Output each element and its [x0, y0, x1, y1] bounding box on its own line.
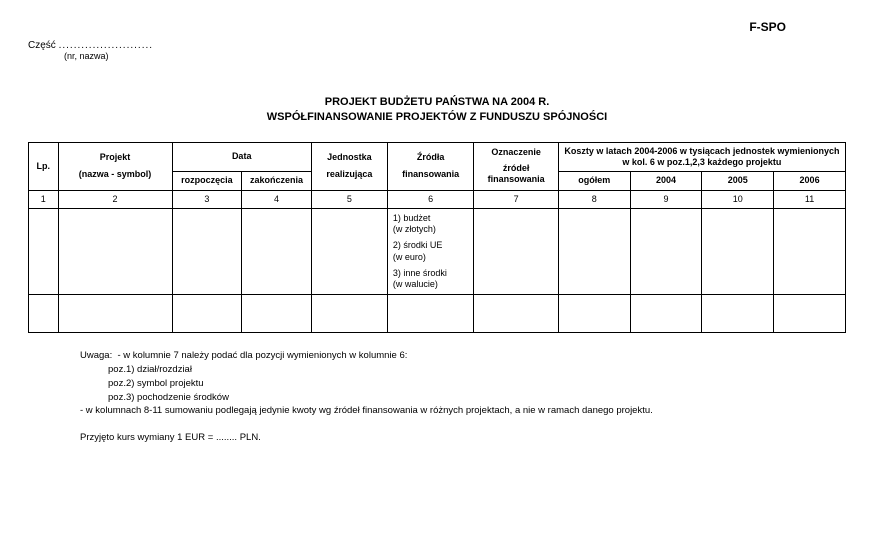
th-2006: 2006	[774, 172, 846, 190]
coln-8: 8	[558, 190, 630, 208]
cell-empty	[242, 208, 312, 295]
notes-sum: - w kolumnach 8-11 sumowaniu podlegają j…	[28, 404, 846, 418]
th-date-end: zakończenia	[242, 172, 312, 190]
part-label: Część	[28, 40, 56, 51]
th-project-label: Projekt	[63, 152, 168, 163]
th-total: ogółem	[558, 172, 630, 190]
title-line-1: PROJEKT BUDŻETU PAŃSTWA NA 2004 R.	[28, 95, 846, 110]
cell-empty	[29, 295, 59, 333]
cell-empty	[311, 208, 387, 295]
th-unit-sub: realizująca	[316, 169, 383, 180]
coln-2: 2	[58, 190, 172, 208]
notes-p3: poz.3) pochodzenie środków	[28, 391, 846, 405]
coln-7: 7	[474, 190, 558, 208]
exchange-rate: Przyjęto kurs wymiany 1 EUR = ........ P…	[28, 432, 846, 443]
coln-3: 3	[172, 190, 242, 208]
main-table: Lp. Projekt (nazwa - symbol) Data Jednos…	[28, 142, 846, 334]
cell-empty	[702, 208, 774, 295]
cell-empty	[558, 295, 630, 333]
column-number-row: 1 2 3 4 5 6 7 8 9 10 11	[29, 190, 846, 208]
th-sources-sub: finansowania	[392, 169, 470, 180]
cell-empty	[474, 208, 558, 295]
cell-empty	[774, 295, 846, 333]
cell-empty	[58, 295, 172, 333]
src-3b: (w walucie)	[393, 279, 469, 290]
cell-empty	[172, 208, 242, 295]
notes-block: Uwaga: - w kolumnie 7 należy podać dla p…	[28, 349, 846, 418]
coln-5: 5	[311, 190, 387, 208]
coln-1: 1	[29, 190, 59, 208]
th-date: Data	[172, 142, 311, 172]
th-project-sub: (nazwa - symbol)	[63, 169, 168, 180]
part-dots: .........................	[59, 40, 153, 51]
title-line-2: WSPÓŁFINANSOWANIE PROJEKTÓW Z FUNDUSZU S…	[28, 110, 846, 125]
coln-4: 4	[242, 190, 312, 208]
th-lp: Lp.	[29, 142, 59, 190]
th-sources: Źródła finansowania	[387, 142, 474, 190]
th-project: Projekt (nazwa - symbol)	[58, 142, 172, 190]
table-row	[29, 295, 846, 333]
cell-empty	[474, 295, 558, 333]
document-title: PROJEKT BUDŻETU PAŃSTWA NA 2004 R. WSPÓŁ…	[28, 95, 846, 126]
src-2b: (w euro)	[393, 252, 469, 263]
th-unit-label: Jednostka	[316, 152, 383, 163]
table-header: Lp. Projekt (nazwa - symbol) Data Jednos…	[29, 142, 846, 208]
th-mark-label: Oznaczenie	[478, 147, 553, 158]
src-1b: (w złotych)	[393, 224, 469, 235]
th-sources-label: Źródła	[392, 152, 470, 163]
cell-empty	[172, 295, 242, 333]
cell-empty	[702, 295, 774, 333]
part-line: Część .........................	[28, 40, 846, 51]
th-mark: Oznaczenie źródeł finansowania	[474, 142, 558, 190]
notes-lead: Uwaga: - w kolumnie 7 należy podać dla p…	[28, 349, 846, 363]
coln-10: 10	[702, 190, 774, 208]
table-row: 1) budżet (w złotych) 2) środki UE (w eu…	[29, 208, 846, 295]
cell-sources-body: 1) budżet (w złotych) 2) środki UE (w eu…	[387, 208, 474, 295]
form-code: F-SPO	[28, 20, 846, 34]
th-mark-sub2: finansowania	[478, 174, 553, 185]
th-mark-sub1: źródeł	[478, 163, 553, 174]
notes-p1: poz.1) dział/rozdział	[28, 363, 846, 377]
coln-6: 6	[387, 190, 474, 208]
cell-empty	[774, 208, 846, 295]
src-2: 2) środki UE	[393, 240, 469, 251]
table-body: 1) budżet (w złotych) 2) środki UE (w eu…	[29, 208, 846, 333]
th-2005: 2005	[702, 172, 774, 190]
coln-11: 11	[774, 190, 846, 208]
cell-empty	[58, 208, 172, 295]
cell-empty	[387, 295, 474, 333]
cell-empty	[242, 295, 312, 333]
th-2004: 2004	[630, 172, 702, 190]
cell-empty	[630, 295, 702, 333]
src-3: 3) inne środki	[393, 268, 469, 279]
part-sublabel: (nr, nazwa)	[64, 51, 846, 61]
cell-empty	[630, 208, 702, 295]
cell-empty	[311, 295, 387, 333]
cell-empty	[558, 208, 630, 295]
src-1: 1) budżet	[393, 213, 469, 224]
coln-9: 9	[630, 190, 702, 208]
th-date-start: rozpoczęcia	[172, 172, 242, 190]
th-costs: Koszty w latach 2004-2006 w tysiącach je…	[558, 142, 845, 172]
th-unit: Jednostka realizująca	[311, 142, 387, 190]
notes-p2: poz.2) symbol projektu	[28, 377, 846, 391]
cell-empty	[29, 208, 59, 295]
